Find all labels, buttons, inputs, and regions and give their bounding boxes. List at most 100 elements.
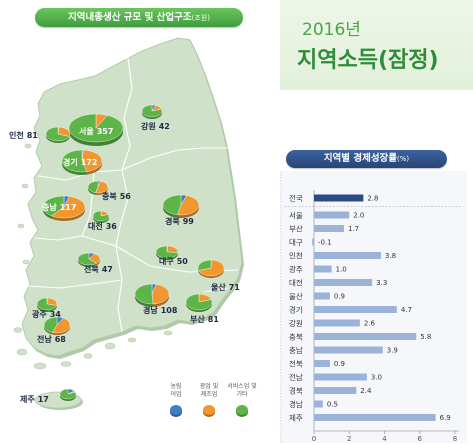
pie-slice-services bbox=[87, 180, 99, 194]
region-name: 제주 bbox=[20, 394, 35, 404]
value-label: 3.0 bbox=[371, 374, 382, 382]
x-tick-label: 6 bbox=[418, 435, 423, 443]
region-value: 81 bbox=[208, 315, 220, 324]
growth-bar bbox=[314, 279, 373, 286]
value-label: 2.0 bbox=[353, 212, 364, 220]
pie-slice-manufacturing bbox=[151, 284, 170, 305]
legend-swatch bbox=[203, 405, 215, 415]
region-label: 경기 172 bbox=[63, 157, 97, 167]
region-value: 42 bbox=[159, 122, 170, 131]
region-name: 경남 bbox=[143, 305, 158, 315]
value-label: 2.8 bbox=[367, 195, 378, 203]
region-label: 충남 117 bbox=[42, 202, 76, 212]
category-label: 제주 bbox=[289, 413, 303, 422]
region-pie: 경기 172 bbox=[61, 149, 103, 175]
pie-slice-manufacturing bbox=[95, 180, 109, 194]
region-label: 인천 81 bbox=[9, 130, 38, 140]
value-label: 5.8 bbox=[420, 333, 431, 341]
value-label: 3.9 bbox=[387, 347, 398, 355]
pie-slice-services bbox=[42, 195, 65, 217]
region-value: 17 bbox=[38, 395, 49, 404]
region-pie: 충북 56 bbox=[87, 180, 131, 201]
region-label: 충북 56 bbox=[102, 191, 131, 201]
pie-slice-services bbox=[134, 283, 154, 305]
region-pie: 제주 17 bbox=[20, 388, 77, 404]
x-tick-label: 4 bbox=[382, 435, 387, 443]
region-value: 108 bbox=[161, 306, 178, 315]
pie-slice-services bbox=[45, 126, 70, 142]
growth-bar bbox=[314, 414, 436, 421]
pie-slice-services bbox=[43, 316, 58, 333]
island bbox=[21, 183, 29, 189]
growth-bar bbox=[314, 292, 330, 300]
region-value: 36 bbox=[106, 222, 118, 231]
legend-item: 서비스업 및기타 bbox=[227, 382, 257, 417]
category-label: 울산 bbox=[289, 291, 303, 301]
growth-bar bbox=[314, 225, 344, 232]
value-label: 4.7 bbox=[401, 306, 412, 314]
value-label: 3.8 bbox=[385, 252, 396, 260]
category-label: 부산 bbox=[289, 223, 303, 233]
pie-slice-manufacturing bbox=[198, 259, 225, 277]
region-pie: 대구 50 bbox=[155, 245, 188, 266]
island bbox=[22, 259, 30, 265]
pie-slice-manufacturing bbox=[81, 149, 103, 172]
korea-map bbox=[13, 37, 244, 410]
region-value: 50 bbox=[177, 257, 189, 266]
region-name: 부산 bbox=[190, 314, 205, 324]
headline-year: 2016년 bbox=[302, 20, 361, 40]
region-pie: 전남 68 bbox=[37, 316, 71, 344]
region-label: 울산 71 bbox=[211, 282, 240, 292]
pie-slice-services bbox=[36, 297, 57, 311]
region-border bbox=[115, 169, 129, 247]
region-name: 대구 bbox=[159, 256, 174, 266]
island bbox=[60, 361, 72, 367]
region-label: 대구 50 bbox=[159, 256, 188, 266]
pie-slice-services bbox=[141, 104, 163, 118]
growth-bar bbox=[314, 360, 330, 367]
region-pie: 울산 71 bbox=[197, 259, 240, 292]
value-label: 1.0 bbox=[336, 266, 347, 274]
region-name: 충북 bbox=[102, 191, 117, 201]
growth-chart-unit: (%) bbox=[397, 155, 410, 163]
mainland bbox=[21, 37, 243, 357]
island bbox=[16, 348, 28, 356]
growth-bar bbox=[314, 333, 417, 340]
region-pie: 경남 108 bbox=[134, 283, 178, 315]
region-value: 81 bbox=[27, 131, 39, 140]
island bbox=[33, 362, 47, 370]
region-borders bbox=[27, 57, 239, 333]
region-pie: 인천 81 bbox=[9, 126, 71, 143]
legend-label: 기타 bbox=[236, 390, 248, 398]
island bbox=[24, 143, 32, 149]
category-label: 전남 bbox=[289, 372, 303, 382]
legend-label: 농림 bbox=[170, 382, 181, 390]
region-label: 경남 108 bbox=[143, 305, 178, 315]
region-pie: 경북 99 bbox=[162, 194, 200, 226]
category-label: 서울 bbox=[289, 211, 303, 220]
region-pie: 서울 357 bbox=[68, 113, 124, 146]
value-label: 3.3 bbox=[376, 279, 387, 287]
region-border bbox=[33, 235, 117, 247]
region-border bbox=[27, 279, 123, 289]
island bbox=[104, 342, 116, 350]
region-label: 부산 81 bbox=[190, 314, 219, 324]
island bbox=[13, 327, 23, 333]
pie-slice-services bbox=[59, 388, 77, 400]
region-pie: 강원 42 bbox=[141, 104, 170, 131]
region-border bbox=[203, 287, 229, 293]
value-label: 0.9 bbox=[334, 293, 345, 301]
value-label: 6.9 bbox=[440, 414, 451, 422]
value-label: 2.6 bbox=[364, 320, 376, 328]
island bbox=[83, 353, 93, 359]
region-name: 광주 bbox=[32, 309, 47, 319]
growth-chart-title: 지역별 경제성장률(%) bbox=[286, 150, 447, 168]
region-label: 대전 36 bbox=[88, 221, 117, 231]
region-name: 울산 bbox=[211, 282, 226, 292]
region-name: 충남 bbox=[42, 202, 57, 212]
region-value: 71 bbox=[229, 283, 241, 292]
growth-bar-chart: 0 2 4 6 8 전국 2.8 서울 2.0 부산 1.7 대구 -0.1 인천 3.8 광주 1.0 대전 3.… bbox=[280, 171, 467, 443]
